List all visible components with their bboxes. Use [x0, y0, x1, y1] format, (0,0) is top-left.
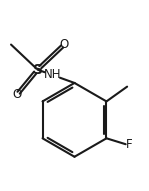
- Text: F: F: [126, 138, 133, 151]
- Text: NH: NH: [44, 69, 61, 82]
- Text: S: S: [33, 63, 43, 77]
- Text: O: O: [60, 38, 69, 51]
- Text: O: O: [12, 88, 22, 101]
